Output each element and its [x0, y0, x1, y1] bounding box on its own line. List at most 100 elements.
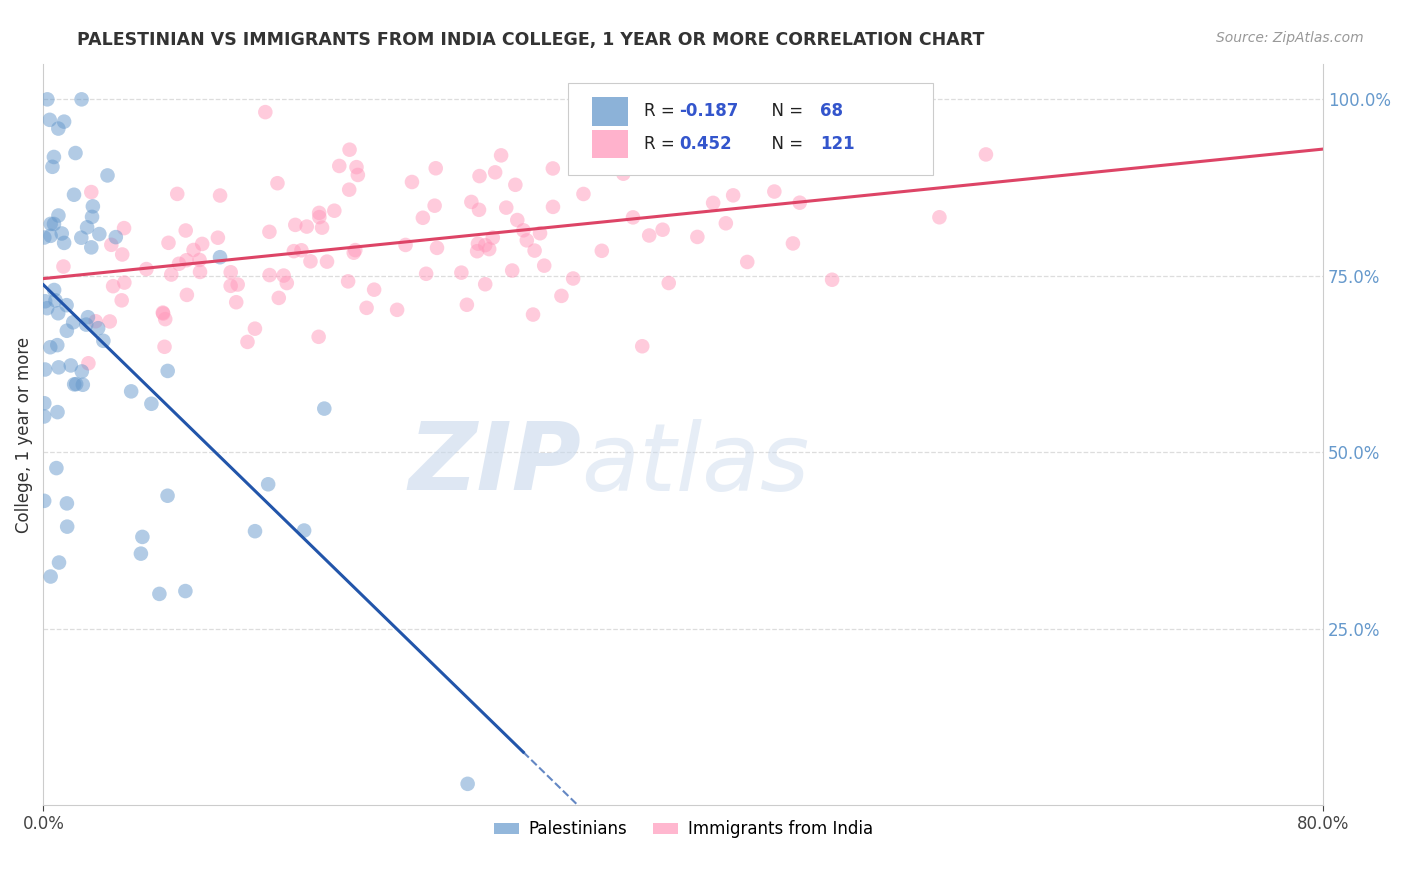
Point	[512, 223, 534, 237]
Point	[789, 195, 811, 210]
Point	[323, 203, 346, 218]
Point	[612, 167, 634, 181]
Point	[131, 530, 153, 544]
Text: ZIP: ZIP	[408, 418, 581, 510]
Point	[337, 274, 360, 288]
Point	[651, 223, 673, 237]
Point	[34, 396, 56, 410]
Point	[148, 587, 170, 601]
Point	[32, 409, 55, 424]
Point	[174, 584, 197, 599]
Point	[191, 236, 214, 251]
Point	[226, 277, 249, 292]
Point	[70, 230, 93, 244]
Point	[541, 161, 564, 176]
Point	[46, 338, 69, 352]
Point	[721, 188, 744, 202]
Point	[37, 92, 59, 106]
Bar	[592, 97, 628, 126]
Point	[155, 312, 177, 326]
Point	[80, 240, 103, 254]
Point	[562, 271, 585, 285]
Text: 68: 68	[820, 103, 844, 120]
Point	[631, 339, 654, 353]
Point	[174, 223, 197, 237]
Point	[522, 308, 544, 322]
Point	[39, 217, 62, 231]
Point	[225, 295, 247, 310]
Point	[505, 178, 527, 192]
Point	[65, 377, 87, 392]
Point	[533, 259, 555, 273]
Point	[156, 489, 179, 503]
Point	[669, 93, 692, 107]
Point	[77, 356, 100, 370]
Point	[62, 315, 84, 329]
Point	[638, 228, 661, 243]
Point	[347, 168, 370, 182]
Point	[72, 377, 94, 392]
Point	[63, 187, 86, 202]
Point	[65, 146, 87, 161]
Point	[51, 227, 73, 241]
Point	[821, 273, 844, 287]
Point	[450, 266, 472, 280]
Point	[541, 200, 564, 214]
Legend: Palestinians, Immigrants from India: Palestinians, Immigrants from India	[486, 814, 879, 845]
Point	[344, 243, 367, 257]
Point	[394, 238, 416, 252]
Point	[460, 194, 482, 209]
Point	[481, 230, 503, 244]
Point	[474, 238, 496, 252]
Point	[276, 276, 298, 290]
Point	[337, 183, 360, 197]
Point	[166, 186, 188, 201]
Point	[495, 201, 517, 215]
Point	[44, 293, 66, 308]
Point	[70, 92, 93, 106]
Point	[34, 294, 56, 309]
Text: atlas: atlas	[581, 418, 808, 509]
Point	[84, 314, 107, 328]
Point	[425, 161, 447, 176]
Point	[46, 306, 69, 320]
Point	[38, 112, 60, 127]
Point	[32, 493, 55, 508]
Y-axis label: College, 1 year or more: College, 1 year or more	[15, 336, 32, 533]
Point	[484, 165, 506, 179]
Point	[974, 147, 997, 161]
Point	[550, 289, 572, 303]
Point	[928, 211, 950, 225]
Point	[591, 244, 613, 258]
Point	[292, 524, 315, 538]
Point	[111, 247, 134, 261]
Point	[489, 148, 512, 162]
Text: 0.452: 0.452	[679, 135, 733, 153]
Point	[385, 302, 408, 317]
Point	[45, 461, 67, 475]
Point	[621, 211, 644, 225]
Point	[75, 318, 97, 332]
Point	[658, 276, 681, 290]
Point	[254, 105, 277, 120]
Point	[42, 283, 65, 297]
Point	[156, 364, 179, 378]
Point	[42, 217, 65, 231]
Point	[516, 233, 538, 247]
Point	[243, 321, 266, 335]
Point	[87, 321, 110, 335]
Point	[295, 219, 318, 234]
Point	[456, 298, 478, 312]
Point	[284, 218, 307, 232]
Point	[346, 160, 368, 174]
Point	[120, 384, 142, 399]
Point	[763, 185, 786, 199]
Point	[167, 257, 190, 271]
Point	[152, 305, 174, 319]
Point	[129, 547, 152, 561]
Point	[328, 159, 350, 173]
Point	[412, 211, 434, 225]
Point	[314, 401, 336, 416]
Point	[316, 254, 339, 268]
Point	[80, 210, 103, 224]
